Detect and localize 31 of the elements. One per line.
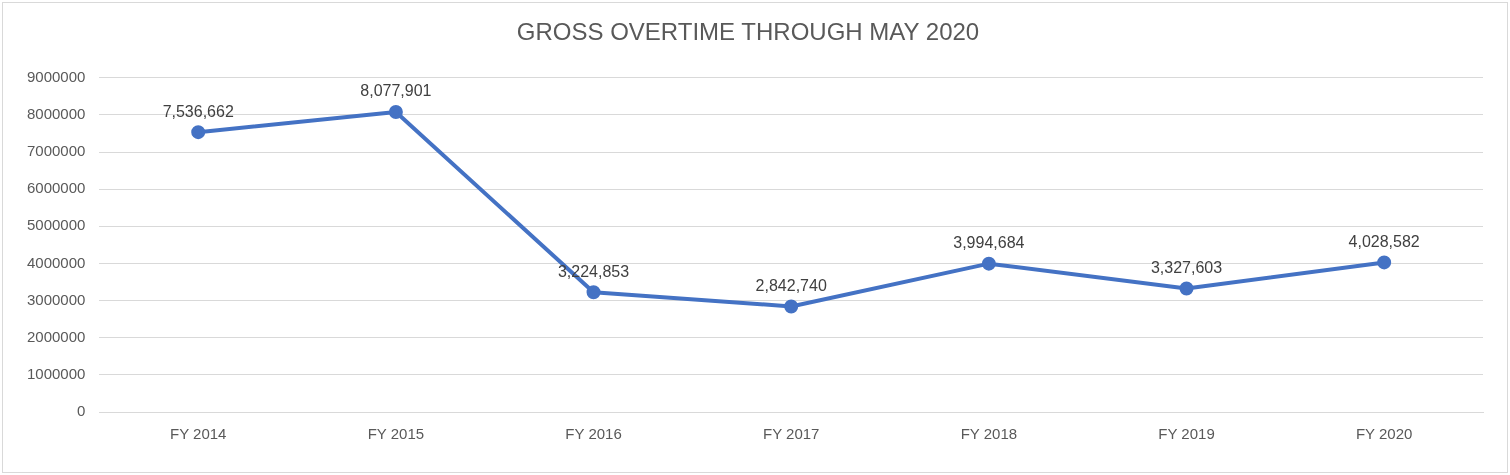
y-tick-label: 5000000: [26, 216, 86, 234]
x-tick-label: FY 2019: [1158, 425, 1215, 443]
data-label: 3,994,684: [953, 234, 1025, 252]
x-tick-label: FY 2018: [960, 425, 1018, 443]
y-tick-label: 6000000: [26, 179, 86, 197]
data-label: 3,327,603: [1150, 258, 1223, 276]
y-tick-label: 1000000: [26, 365, 86, 383]
data-label: 4,028,582: [1348, 232, 1420, 250]
y-tick-label: 7000000: [26, 142, 86, 160]
point: [388, 105, 403, 120]
point: [784, 299, 799, 314]
x-tick-label: FY 2017: [762, 425, 820, 443]
point: [586, 285, 601, 300]
y-tick-label: 9000000: [26, 67, 86, 85]
point: [981, 256, 996, 271]
point: [1179, 281, 1194, 296]
data-label: 8,077,901: [360, 82, 432, 100]
x-tick-label: FY 2014: [170, 425, 227, 443]
y-tick-label: 2000000: [26, 327, 86, 345]
point: [1377, 255, 1392, 270]
x-tick-label: FY 2015: [367, 425, 425, 443]
y-tick-label: 8000000: [26, 105, 86, 123]
data-label: 2,842,740: [755, 276, 827, 294]
y-tick-label: 4000000: [26, 253, 86, 271]
y-tick-label: 3000000: [26, 290, 86, 308]
chart-title: GROSS OVERTIME THROUGH MAY 2020: [516, 18, 980, 46]
point: [191, 125, 206, 140]
y-tick-label: 0: [77, 402, 86, 420]
x-tick-label: FY 2020: [1355, 425, 1413, 443]
x-tick-label: FY 2016: [565, 425, 622, 443]
data-label: 7,536,662: [162, 102, 234, 120]
